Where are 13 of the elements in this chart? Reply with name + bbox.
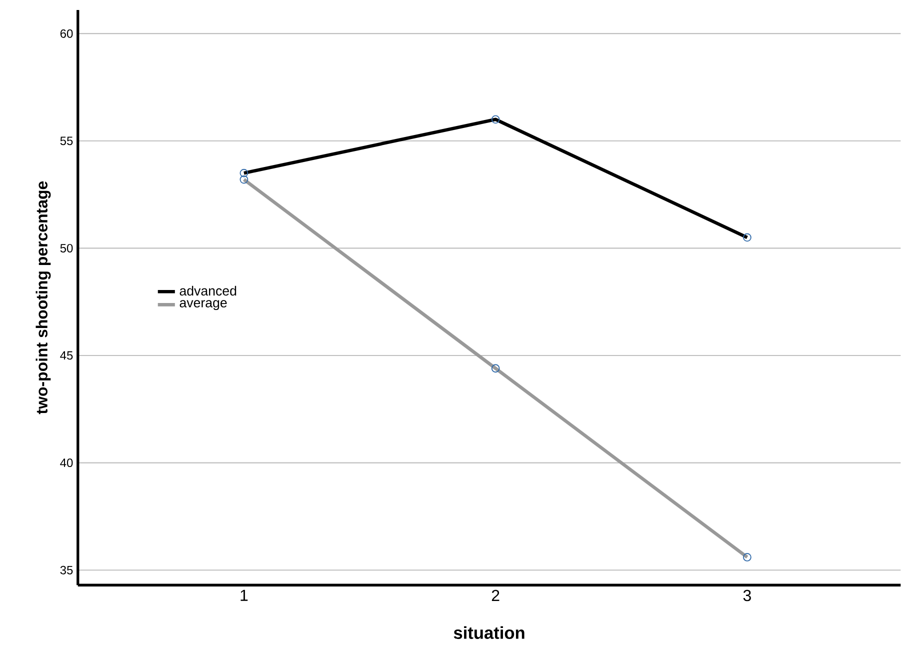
y-tick-label: 50 (60, 244, 73, 252)
x-tick-label: 1 (240, 590, 248, 601)
legend-label: advanced (180, 286, 236, 296)
y-axis-title: two-point shooting percentage (36, 181, 51, 414)
legend-label: average (180, 300, 227, 310)
x-tick-label: 3 (743, 590, 751, 602)
y-tick-label: 40 (60, 458, 73, 468)
x-tick-label: 2 (492, 590, 500, 601)
y-tick-label: 45 (60, 351, 73, 360)
x-axis-title: situation (454, 626, 524, 639)
y-tick-label: 60 (60, 29, 73, 38)
y-tick-label: 55 (60, 136, 73, 146)
y-tick-label: 35 (60, 566, 73, 574)
